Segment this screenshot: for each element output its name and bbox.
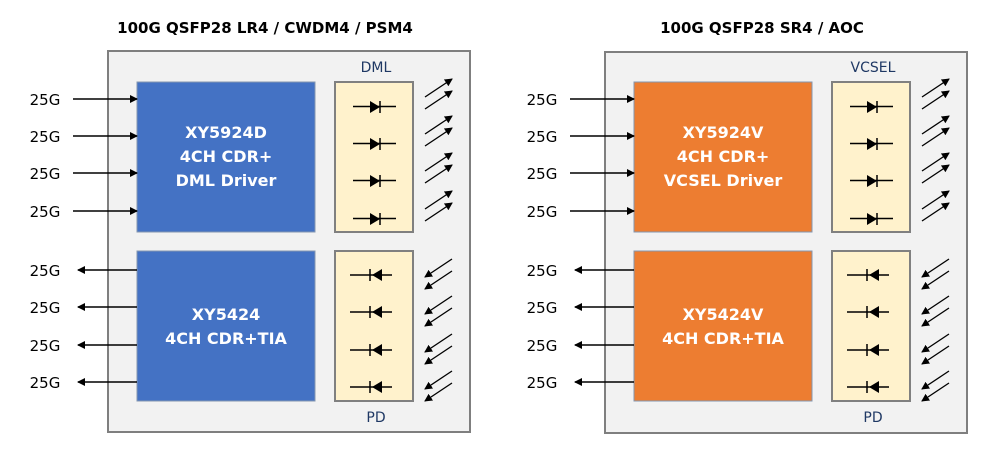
light-emit-arrow-icon <box>424 202 453 222</box>
tx-chip-label: XY5924V <box>683 123 764 142</box>
photodiode-icon <box>869 269 879 281</box>
light-emit-arrow-icon <box>424 90 453 110</box>
light-receive-arrow-icon <box>921 307 950 327</box>
tx-chip-label: VCSEL Driver <box>664 171 783 190</box>
lane-label-out: 25G <box>30 374 61 392</box>
tx-chip-label: 4CH CDR+ <box>180 147 273 166</box>
light-receive-arrow-icon <box>921 382 950 402</box>
light-emit-arrow-icon <box>921 127 950 147</box>
laser-diode-icon <box>867 175 877 187</box>
light-receive-arrow-icon <box>921 345 950 365</box>
rx-optics-box <box>334 250 414 402</box>
rx-optics-label: PD <box>366 410 385 426</box>
laser-diode-icon <box>867 213 877 225</box>
rx-chip <box>136 250 316 402</box>
tx-chip <box>633 81 813 233</box>
lane-label-out: 25G <box>527 299 558 317</box>
photodiode-icon <box>372 306 382 318</box>
module-lr4-cwdm4-psm4: 100G QSFP28 LR4 / CWDM4 / PSM4 XY5924D 4CH… <box>30 19 471 433</box>
lane-label-in: 25G <box>30 203 61 221</box>
light-emit-arrow-icon <box>921 90 950 110</box>
lane-label-out: 25G <box>30 262 61 280</box>
tx-chip <box>136 81 316 233</box>
lane-label-out: 25G <box>527 337 558 355</box>
light-emit-arrow-icon <box>921 164 950 184</box>
laser-diode-icon <box>370 213 380 225</box>
rx-chip-label: 4CH CDR+TIA <box>165 329 287 348</box>
light-emit-arrow-icon <box>424 127 453 147</box>
rx-chip-label: XY5424V <box>683 305 764 324</box>
tx-optics-label: VCSEL <box>851 60 896 76</box>
lane-label-in: 25G <box>30 128 61 146</box>
light-emit-arrow-icon <box>921 115 950 135</box>
light-receive-arrow-icon <box>424 345 453 365</box>
light-receive-arrow-icon <box>921 370 950 390</box>
module-title: 100G QSFP28 SR4 / AOC <box>660 19 864 37</box>
light-receive-arrow-icon <box>424 370 453 390</box>
laser-diode-icon <box>370 138 380 150</box>
rx-optics-box <box>831 250 911 402</box>
light-emit-arrow-icon <box>921 190 950 210</box>
light-receive-arrow-icon <box>424 333 453 353</box>
photodiode-icon <box>372 381 382 393</box>
light-emit-arrow-icon <box>921 152 950 172</box>
lane-label-out: 25G <box>527 262 558 280</box>
tx-chip-label: XY5924D <box>185 123 267 142</box>
light-emit-arrow-icon <box>424 78 453 98</box>
module-sr4-aoc: 100G QSFP28 SR4 / AOC XY5924V 4CH CDR+ VCSE… <box>527 19 968 434</box>
rx-optics-label: PD <box>863 410 882 426</box>
tx-chip-label: 4CH CDR+ <box>677 147 770 166</box>
tx-optics-label: DML <box>361 60 392 76</box>
light-receive-arrow-icon <box>921 333 950 353</box>
light-emit-arrow-icon <box>921 202 950 222</box>
lane-label-in: 25G <box>527 165 558 183</box>
light-emit-arrow-icon <box>424 152 453 172</box>
tx-chip-label: DML Driver <box>176 171 277 190</box>
light-receive-arrow-icon <box>424 295 453 315</box>
lane-label-in: 25G <box>30 91 61 109</box>
photodiode-icon <box>869 306 879 318</box>
photodiode-icon <box>372 344 382 356</box>
light-receive-arrow-icon <box>921 270 950 290</box>
light-receive-arrow-icon <box>921 258 950 278</box>
light-receive-arrow-icon <box>424 270 453 290</box>
light-receive-arrow-icon <box>424 307 453 327</box>
lane-label-out: 25G <box>30 337 61 355</box>
photodiode-icon <box>372 269 382 281</box>
rx-chip <box>633 250 813 402</box>
photodiode-icon <box>869 344 879 356</box>
lane-label-out: 25G <box>30 299 61 317</box>
module-title: 100G QSFP28 LR4 / CWDM4 / PSM4 <box>117 19 413 37</box>
rx-chip-label: 4CH CDR+TIA <box>662 329 784 348</box>
lane-label-in: 25G <box>30 165 61 183</box>
laser-diode-icon <box>370 175 380 187</box>
rx-chip-label: XY5424 <box>192 305 260 324</box>
light-receive-arrow-icon <box>424 382 453 402</box>
lane-label-in: 25G <box>527 91 558 109</box>
lane-label-in: 25G <box>527 203 558 221</box>
lane-label-in: 25G <box>527 128 558 146</box>
light-emit-arrow-icon <box>424 115 453 135</box>
laser-diode-icon <box>867 138 877 150</box>
light-emit-arrow-icon <box>424 164 453 184</box>
light-emit-arrow-icon <box>424 190 453 210</box>
laser-diode-icon <box>370 101 380 113</box>
light-emit-arrow-icon <box>921 78 950 98</box>
laser-diode-icon <box>867 101 877 113</box>
light-receive-arrow-icon <box>424 258 453 278</box>
photodiode-icon <box>869 381 879 393</box>
light-receive-arrow-icon <box>921 295 950 315</box>
lane-label-out: 25G <box>527 374 558 392</box>
